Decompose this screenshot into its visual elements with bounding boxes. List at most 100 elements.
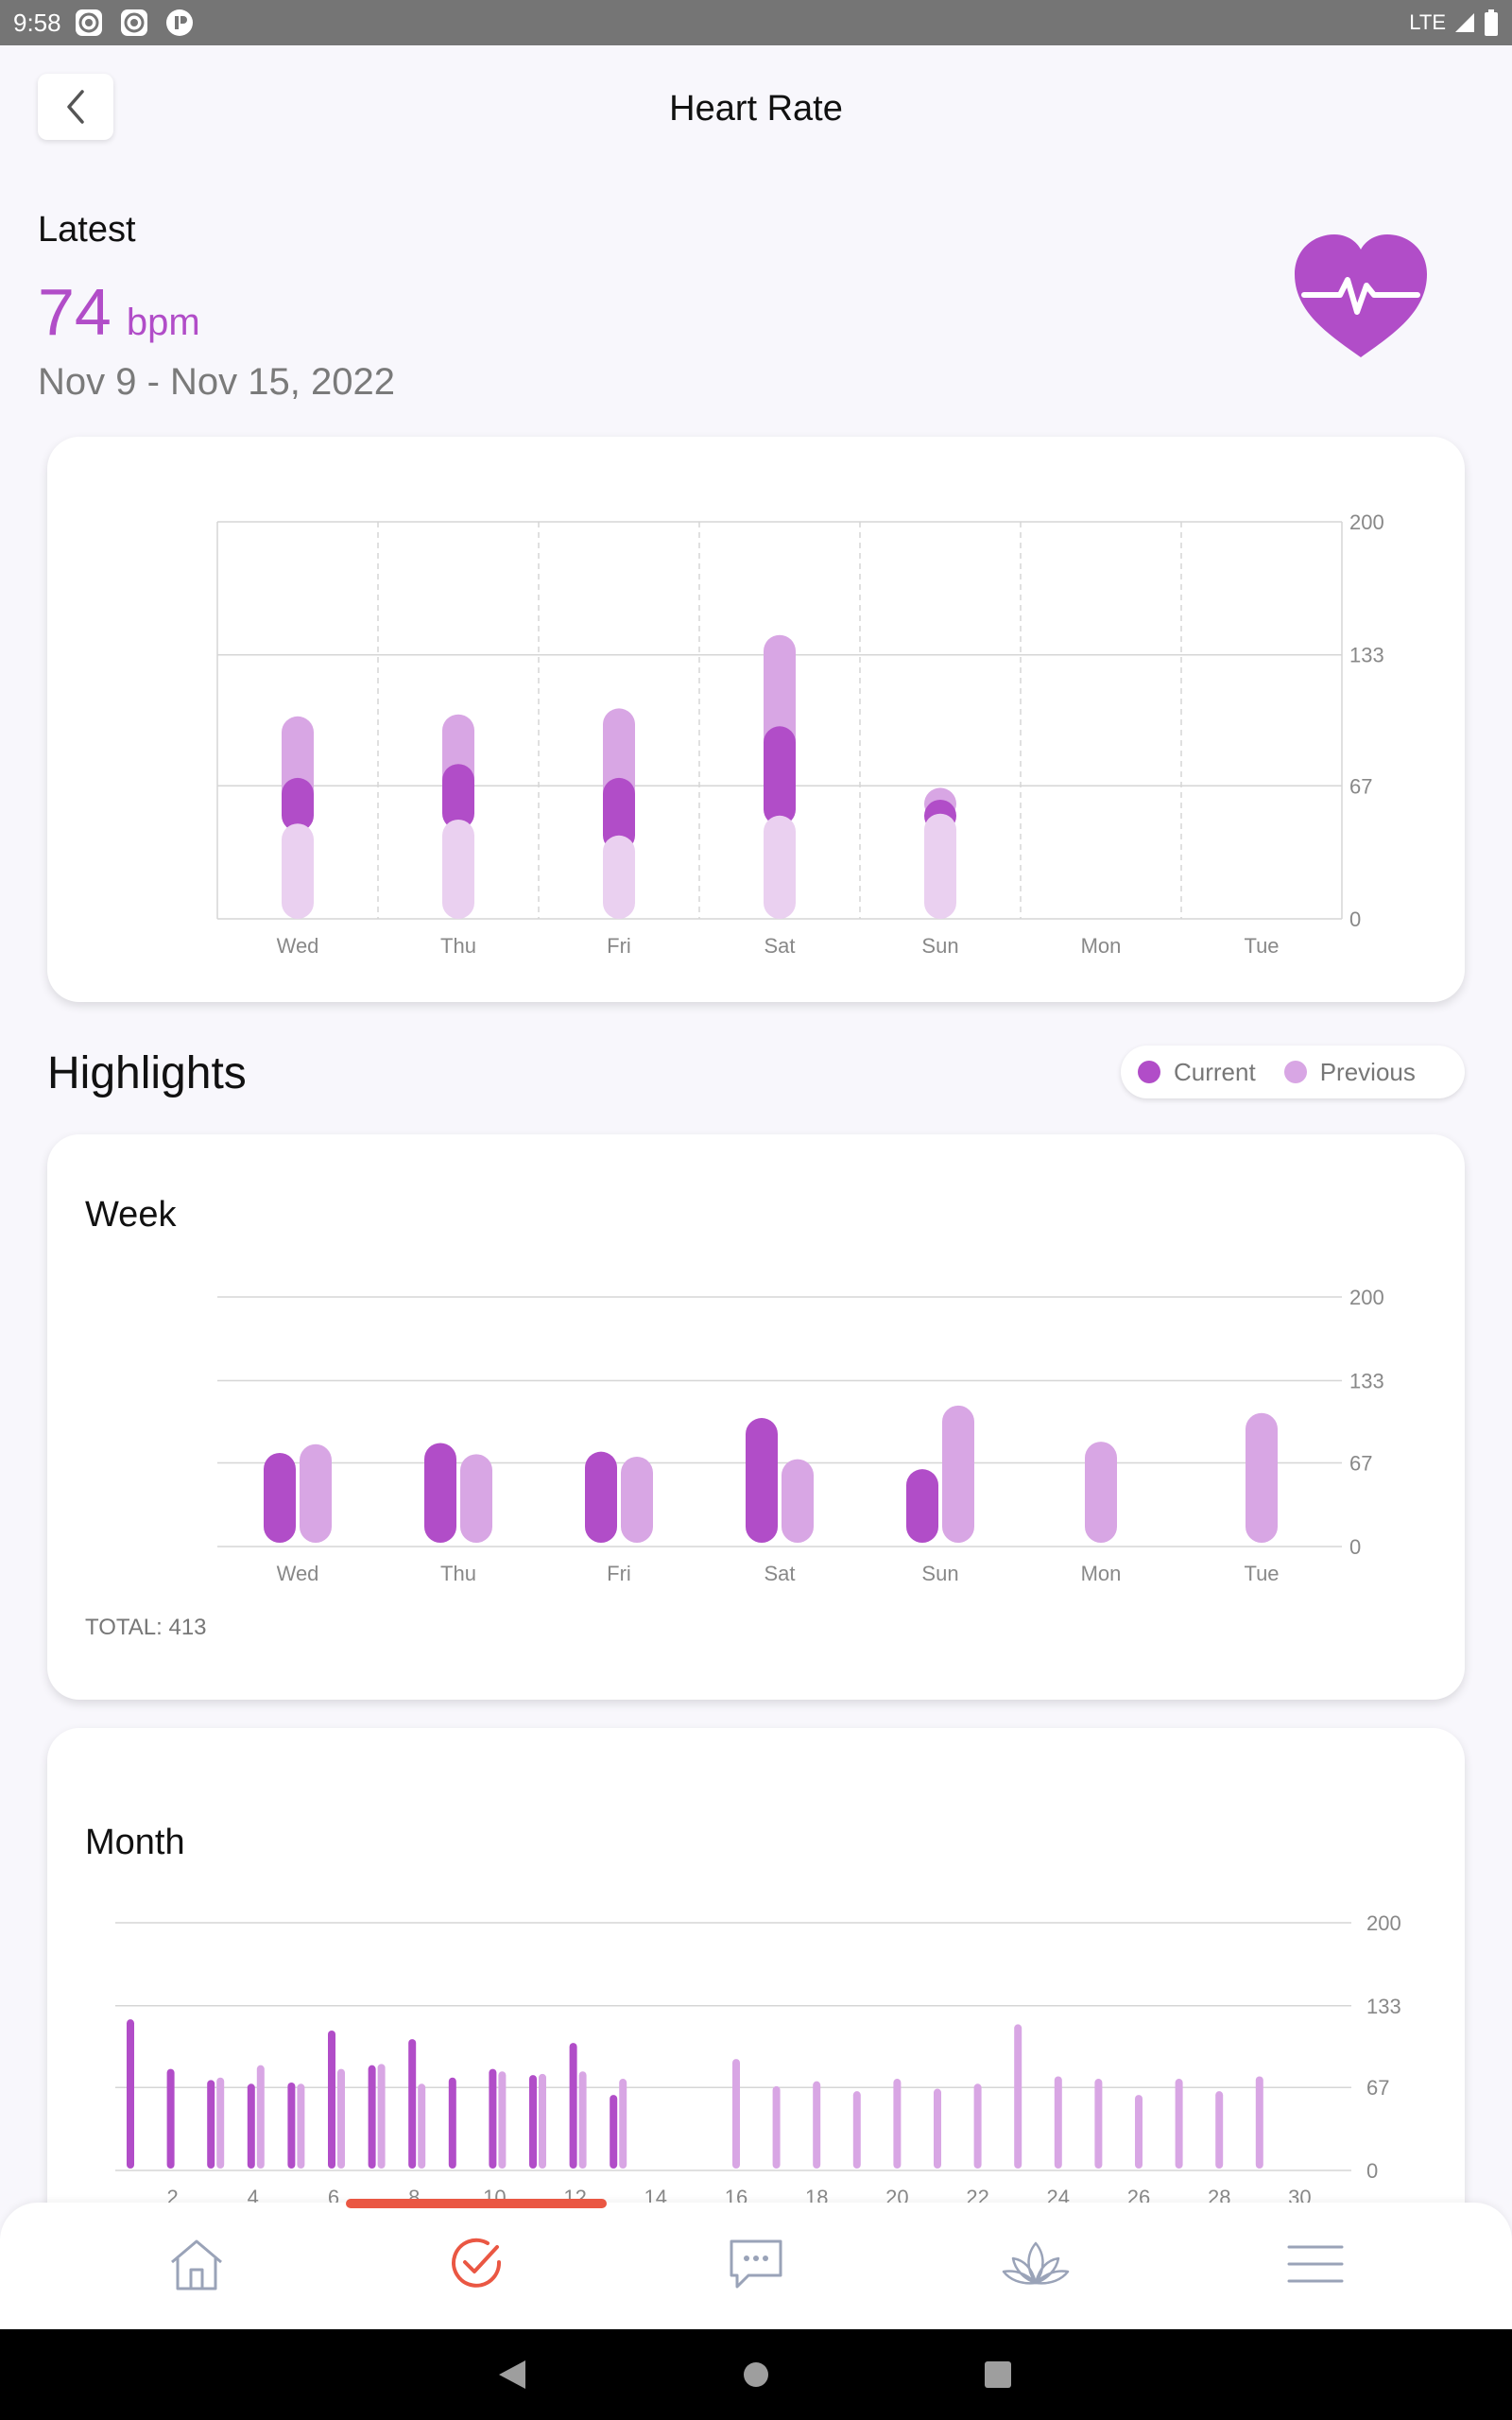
current-bar: [529, 2075, 537, 2169]
menu-icon: [1287, 2245, 1344, 2283]
network-label: LTE: [1409, 10, 1446, 34]
x-tick-label: Fri: [607, 1562, 631, 1585]
previous-bar: [1215, 2091, 1224, 2169]
previous-bar: [337, 2068, 345, 2169]
previous-bar: [772, 2085, 781, 2169]
range-bar: [442, 764, 474, 830]
check-circle-icon: [452, 2238, 502, 2288]
system-back-button[interactable]: [493, 2356, 531, 2394]
week-card: Week 0 67 133 200 Wed Thu Fri Sat Sun Mon Tue TOTA…: [47, 1134, 1465, 1700]
previous-bar: [852, 2091, 861, 2169]
previous-bar: [418, 2083, 426, 2169]
previous-bar: [297, 2083, 305, 2169]
current-bar: [207, 2080, 215, 2169]
previous-bar: [498, 2071, 507, 2169]
current-bar: [569, 2043, 577, 2169]
range-bar: [282, 823, 314, 919]
week-title: Week: [85, 1195, 177, 1235]
back-button[interactable]: [38, 74, 113, 140]
date-range: Nov 9 - Nov 15, 2022: [38, 361, 395, 403]
previous-bar: [813, 2081, 821, 2169]
system-recents-button[interactable]: [979, 2356, 1017, 2394]
nav-menu[interactable]: [1278, 2231, 1353, 2297]
previous-bar: [539, 2073, 546, 2169]
x-tick-label: Wed: [277, 1562, 319, 1585]
range-chart-card: 0 67 133 200 Wed Thu Fri Sat Sun Mon Tue: [47, 437, 1465, 1002]
nav-mindfulness[interactable]: [998, 2231, 1074, 2297]
range-chart: 0 67 133 200 Wed Thu Fri Sat Sun Mon Tue: [216, 510, 1384, 958]
system-home-button[interactable]: [737, 2356, 775, 2394]
previous-bar: [1054, 2076, 1062, 2169]
page-title: Heart Rate: [669, 89, 843, 129]
signal-icon: [1455, 13, 1474, 32]
previous-bar: [1175, 2079, 1183, 2169]
current-bar: [328, 2030, 335, 2169]
current-bar: [610, 2095, 618, 2169]
x-tick-label: Fri: [607, 934, 631, 958]
app-notification-icon: [75, 9, 103, 37]
range-bar: [603, 777, 635, 852]
y-tick-label: 0: [1366, 2159, 1378, 2183]
x-tick-label: Sun: [921, 934, 958, 958]
previous-bar: [1085, 1442, 1117, 1543]
month-card: Month 0 67 133 200 2 4 6 8 10 12 14 16 18 20 22 24 26 28 3…: [47, 1728, 1465, 2257]
current-bar: [746, 1418, 778, 1543]
previous-bar: [300, 1443, 332, 1543]
y-tick-label: 67: [1349, 1452, 1372, 1476]
week-total: TOTAL: 413: [85, 1615, 207, 1640]
x-tick-label: Sun: [921, 1562, 958, 1585]
previous-bar: [893, 2079, 902, 2169]
legend-current-dot: [1138, 1061, 1160, 1083]
x-tick-label: Mon: [1081, 1562, 1122, 1585]
y-tick-label: 67: [1349, 774, 1372, 798]
current-bar: [247, 2083, 255, 2169]
x-tick-label: Wed: [277, 934, 319, 958]
highlights-title: Highlights: [47, 1048, 247, 1098]
x-tick-label: Thu: [440, 1562, 476, 1585]
chart-legend: Current Previous: [1121, 1046, 1465, 1098]
previous-bar: [732, 2059, 740, 2169]
current-bar: [906, 1469, 938, 1543]
legend-previous: Previous: [1283, 1057, 1416, 1087]
current-bar: [127, 2019, 134, 2169]
x-tick-label: Thu: [440, 934, 476, 958]
y-tick-label: 200: [1366, 1911, 1401, 1935]
nav-tasks[interactable]: [438, 2231, 514, 2297]
nav-home[interactable]: [159, 2231, 234, 2297]
previous-bar: [578, 2071, 587, 2169]
y-tick-label: 67: [1366, 2076, 1389, 2100]
y-tick-label: 200: [1349, 1286, 1384, 1309]
previous-bar: [1255, 2076, 1263, 2169]
chevron-left-icon: [67, 90, 84, 124]
previous-bar: [1135, 2095, 1143, 2169]
chat-icon: [730, 2239, 782, 2289]
previous-bar: [1094, 2079, 1103, 2169]
circle-home-icon: [744, 2362, 768, 2387]
nav-messages[interactable]: [718, 2231, 794, 2297]
x-tick-label: Tue: [1244, 1562, 1279, 1585]
y-tick-label: 200: [1349, 510, 1384, 534]
previous-bar: [377, 2064, 386, 2169]
status-bar: 9:58 LTE: [0, 0, 1512, 45]
range-bar: [282, 777, 314, 832]
y-tick-label: 133: [1349, 644, 1384, 667]
top-bar: Heart Rate: [0, 45, 1512, 182]
current-bar: [287, 2082, 296, 2169]
legend-previous-label: Previous: [1319, 1057, 1416, 1086]
current-bar: [489, 2068, 497, 2169]
legend-previous-dot: [1283, 1061, 1307, 1083]
square-recents-icon: [985, 2361, 1011, 2388]
previous-bar: [621, 1456, 653, 1543]
range-bar: [603, 835, 635, 919]
previous-bar: [460, 1454, 492, 1543]
latest-value: 74 bpm: [38, 274, 200, 350]
previous-bar: [942, 1405, 974, 1543]
legend-current: Current: [1138, 1058, 1256, 1087]
previous-bar: [973, 2083, 982, 2169]
previous-bar: [256, 2065, 265, 2169]
system-nav-bar: [0, 2329, 1512, 2420]
previous-bar: [1246, 1412, 1278, 1543]
status-time: 9:58: [13, 8, 61, 37]
previous-bar: [934, 2088, 941, 2169]
